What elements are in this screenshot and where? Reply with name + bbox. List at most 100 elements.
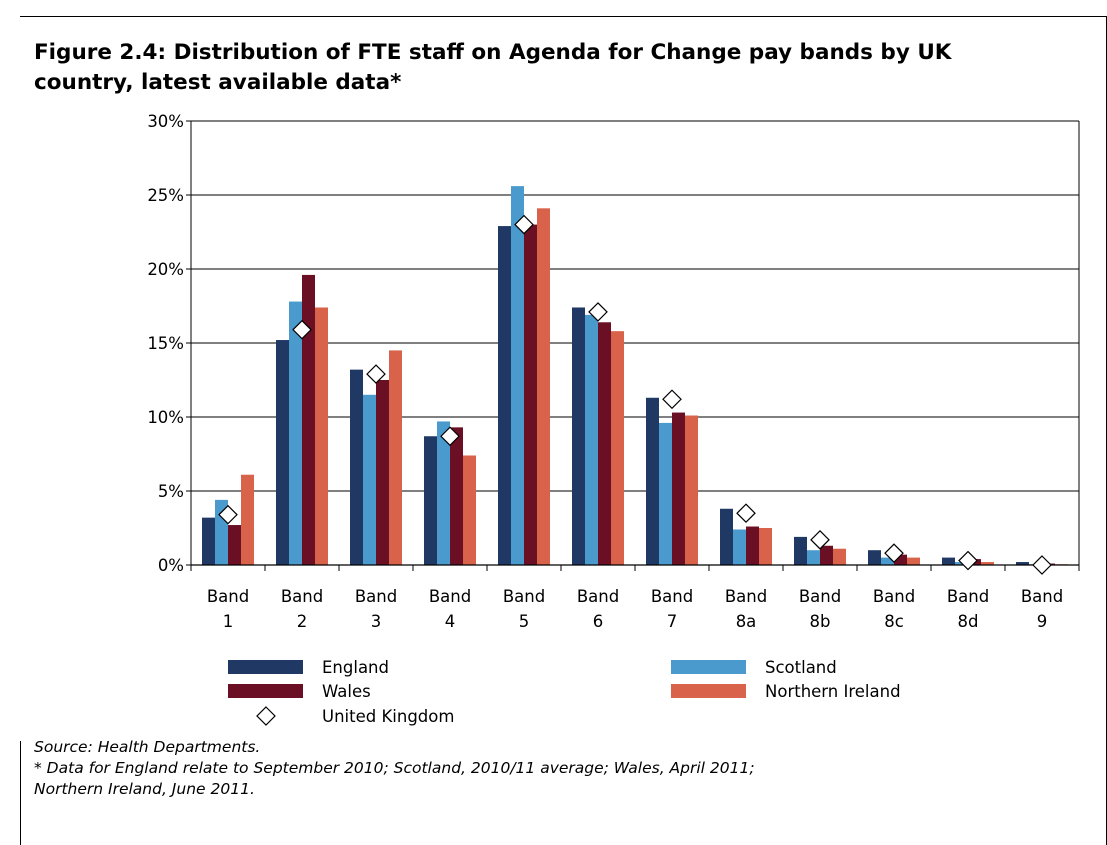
bar-scotland [437,421,450,565]
marker-united-kingdom [958,550,978,571]
bar-scotland [511,186,524,565]
legend-label: Wales [322,682,371,701]
bar-england [868,550,881,565]
bar-wales [450,427,463,565]
x-category-label: 6 [593,612,604,631]
marker-united-kingdom [1032,555,1052,575]
x-category-label: Band [947,587,989,606]
x-category-label: 2 [297,612,308,631]
bar-england [424,436,437,565]
source-note: Source: Health Departments. [34,738,261,756]
x-category-label: 3 [371,612,382,631]
legend-label: England [322,658,389,677]
x-category-label: Band [503,587,545,606]
bar-wales [672,412,685,565]
bar-scotland [363,394,376,565]
bar-wales [598,322,611,565]
bar-northern-ireland [315,307,328,565]
x-category-label: 4 [445,612,456,631]
frame-top-border [20,16,1107,17]
x-category-label: 9 [1037,612,1048,631]
bar-scotland [807,550,820,565]
bar-england [942,557,955,565]
bar-scotland [733,529,746,565]
x-category-label: Band [873,587,915,606]
legend-label: Scotland [765,658,837,677]
figure-title: Figure 2.4: Distribution of FTE staff on… [34,40,952,95]
x-category-label: 7 [667,612,678,631]
bar-england [498,226,511,565]
legend-label: United Kingdom [322,707,454,726]
x-category-label: 8a [736,612,757,631]
bar-wales [894,554,907,565]
x-category-label: Band [1021,587,1063,606]
bar-northern-ireland [389,350,402,565]
bar-wales [746,526,759,565]
bar-wales [228,525,241,565]
legend-swatch [671,660,746,674]
y-tick-label: 10% [147,408,184,427]
y-tick-label: 0% [158,556,184,575]
bar-northern-ireland [981,562,994,565]
x-category-label: Band [651,587,693,606]
legend-swatch [228,660,303,674]
bar-northern-ireland [759,528,772,565]
legend-swatch [228,684,303,698]
x-category-label: 8d [958,612,979,631]
x-category-label: Band [799,587,841,606]
y-tick-label: 25% [147,186,184,205]
marker-united-kingdom [292,319,312,340]
x-category-label: Band [429,587,471,606]
bar-england [720,508,733,565]
footnote-line-2: Northern Ireland, June 2011. [34,780,255,798]
bar-northern-ireland [907,557,920,565]
bar-wales [302,274,315,565]
bar-england [1016,562,1029,565]
marker-united-kingdom [366,364,386,384]
x-category-label: Band [725,587,767,606]
bar-northern-ireland [537,208,550,565]
bar-northern-ireland [241,474,254,565]
bar-northern-ireland [611,331,624,565]
x-category-label: Band [577,587,619,606]
bar-wales [524,224,537,565]
bar-northern-ireland [833,548,846,565]
bar-northern-ireland [463,455,476,565]
figure-notes: Source: Health Departments. * Data for E… [34,737,1034,800]
bar-northern-ireland [685,415,698,565]
bar-england [350,369,363,565]
bar-scotland [289,301,302,565]
legend-label: Northern Ireland [765,682,901,701]
marker-united-kingdom [514,214,534,235]
bar-england [276,340,289,565]
x-category-label: 5 [519,612,530,631]
marker-united-kingdom [218,504,238,525]
marker-united-kingdom [810,529,830,550]
bar-england [572,307,585,565]
footnote-line-1: * Data for England relate to September 2… [34,759,755,777]
bar-wales [820,545,833,565]
y-tick-label: 20% [147,260,184,279]
bar-scotland [881,557,894,565]
bar-wales [376,380,389,565]
bar-scotland [659,422,672,565]
marker-united-kingdom [662,389,682,410]
x-category-label: Band [355,587,397,606]
bar-england [202,517,215,565]
marker-united-kingdom [884,543,904,564]
bar-england [646,397,659,565]
bar-england [794,536,807,565]
x-category-label: Band [281,587,323,606]
marker-united-kingdom [440,426,460,447]
marker-united-kingdom [736,503,756,524]
x-category-label: 8c [884,612,904,631]
y-tick-label: 15% [147,334,184,353]
y-tick-label: 5% [158,482,184,501]
marker-united-kingdom [588,302,608,322]
frame-left-border [20,741,21,845]
legend-swatch [671,684,746,698]
x-category-label: Band [207,587,249,606]
legend-marker [256,706,276,726]
x-category-label: 1 [223,612,234,631]
